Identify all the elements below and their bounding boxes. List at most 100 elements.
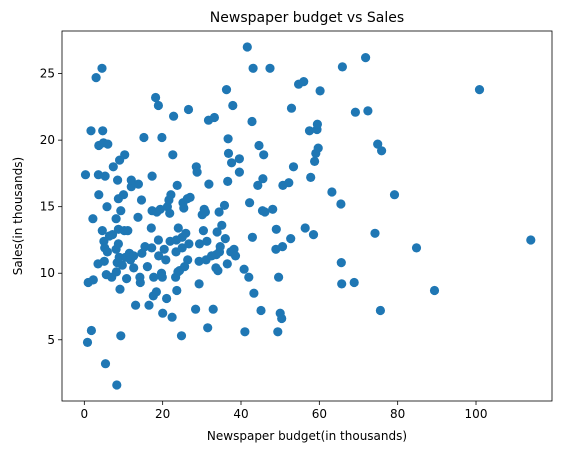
data-point [274, 272, 284, 282]
data-point [286, 103, 297, 113]
data-point [526, 235, 536, 245]
data-point [157, 272, 167, 282]
y-tick-label: 10 [40, 266, 55, 280]
data-point [194, 256, 204, 266]
data-point [102, 247, 112, 257]
data-point [191, 304, 201, 314]
data-point [277, 242, 288, 252]
data-point [192, 167, 202, 177]
data-point [100, 359, 111, 369]
data-point [185, 192, 195, 202]
data-point [260, 207, 270, 217]
data-point [168, 150, 178, 160]
data-point [173, 223, 183, 233]
y-tick-label: 25 [40, 67, 55, 81]
data-point [80, 170, 91, 180]
data-point [306, 172, 316, 182]
data-point [151, 287, 161, 297]
data-point [370, 228, 380, 238]
data-point [219, 200, 230, 210]
data-point [254, 140, 264, 151]
data-point [227, 158, 237, 168]
data-point [377, 146, 387, 156]
data-point [389, 190, 400, 200]
data-point [103, 139, 113, 149]
data-point [336, 258, 346, 268]
data-point [167, 312, 177, 322]
data-point [194, 239, 205, 249]
data-point [126, 175, 136, 185]
data-point [126, 182, 136, 192]
data-point [259, 150, 269, 160]
chart-title: Newspaper budget vs Sales [210, 10, 404, 26]
data-point [223, 134, 233, 144]
data-point [221, 85, 232, 95]
data-point [411, 243, 422, 253]
data-point [308, 230, 319, 240]
data-point [240, 327, 250, 337]
data-point [107, 230, 118, 240]
data-point [198, 226, 208, 236]
data-point [214, 207, 224, 217]
data-point [230, 251, 241, 261]
data-point [215, 242, 225, 252]
data-point [222, 259, 232, 269]
data-point [129, 251, 139, 261]
data-point [212, 227, 222, 237]
data-point [147, 243, 157, 253]
data-point [149, 272, 159, 282]
data-point [202, 236, 212, 246]
data-point [183, 255, 193, 265]
data-point [142, 262, 152, 272]
data-point [82, 337, 93, 347]
data-point [97, 226, 107, 236]
data-point [223, 176, 233, 186]
y-axis-title: Sales(in thousands) [11, 157, 25, 275]
data-point [172, 285, 182, 296]
data-point [111, 214, 121, 224]
data-point [253, 180, 263, 190]
x-tick-label: 60 [312, 407, 327, 421]
data-point [184, 239, 194, 249]
data-point [166, 190, 176, 200]
data-point [122, 274, 132, 284]
data-point [350, 107, 360, 117]
data-point [268, 204, 278, 214]
data-point [108, 162, 118, 172]
data-point [337, 279, 347, 289]
data-point [88, 214, 98, 224]
ticks-layer: 0 20 40 60 80 100 5 10 15 20 25 [40, 67, 488, 421]
data-point [244, 272, 254, 282]
data-point [169, 111, 179, 121]
data-point [129, 263, 139, 273]
data-point [117, 260, 127, 270]
data-point [312, 119, 322, 129]
data-point [373, 139, 383, 149]
data-point [86, 325, 96, 336]
data-point [97, 63, 107, 73]
data-point [177, 243, 187, 253]
data-point [315, 86, 325, 96]
data-point [234, 167, 244, 177]
data-point [118, 190, 129, 200]
data-point [113, 175, 123, 185]
data-point [248, 63, 258, 73]
data-point [239, 264, 249, 274]
data-point [144, 300, 154, 310]
data-point [159, 244, 169, 254]
data-point [116, 331, 126, 341]
x-tick-label: 100 [465, 407, 488, 421]
data-point [313, 143, 323, 153]
data-point [123, 226, 133, 236]
data-point [115, 284, 125, 294]
data-point [310, 156, 320, 166]
data-point [242, 42, 252, 52]
y-tick-label: 5 [47, 333, 55, 347]
data-point [234, 154, 244, 164]
data-point [349, 277, 359, 288]
data-point [147, 171, 157, 181]
data-point [271, 224, 281, 234]
data-point [203, 323, 213, 333]
data-point [100, 171, 110, 181]
